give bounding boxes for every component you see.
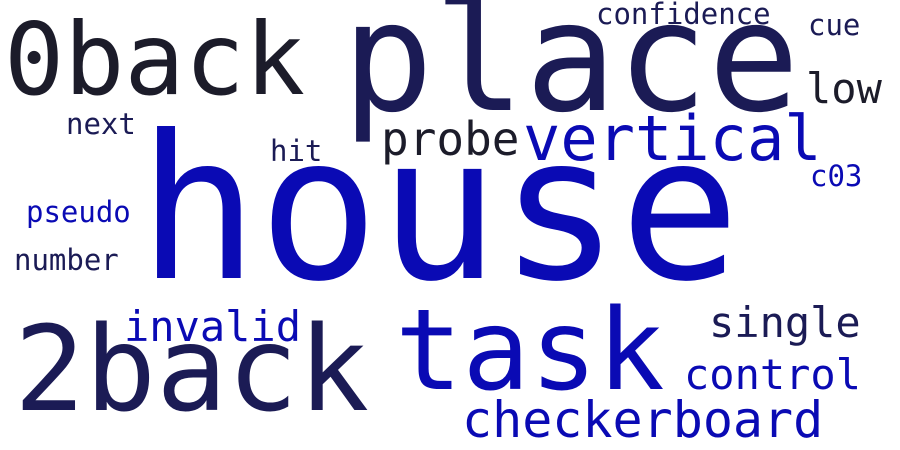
word-house: house: [138, 93, 741, 326]
word-probe: probe: [381, 112, 520, 166]
word-c03: c03: [810, 159, 863, 193]
word-low: low: [806, 64, 882, 113]
word-0back: 0back: [4, 1, 306, 118]
word-hit: hit: [270, 134, 323, 168]
word-vertical: vertical: [523, 102, 822, 175]
word-number: number: [14, 243, 119, 277]
word-place: place: [342, 0, 800, 146]
word-checkerboard: checkerboard: [462, 391, 824, 449]
word-single: single: [709, 298, 861, 347]
word-task: task: [395, 286, 665, 416]
word-2back: 2back: [14, 300, 370, 438]
word-confidence: confidence: [596, 0, 771, 31]
word-cue: cue: [808, 8, 861, 42]
word-invalid: invalid: [124, 302, 302, 351]
word-next: next: [66, 107, 136, 141]
word-control: control: [684, 350, 862, 399]
word-pseudo: pseudo: [26, 195, 131, 229]
